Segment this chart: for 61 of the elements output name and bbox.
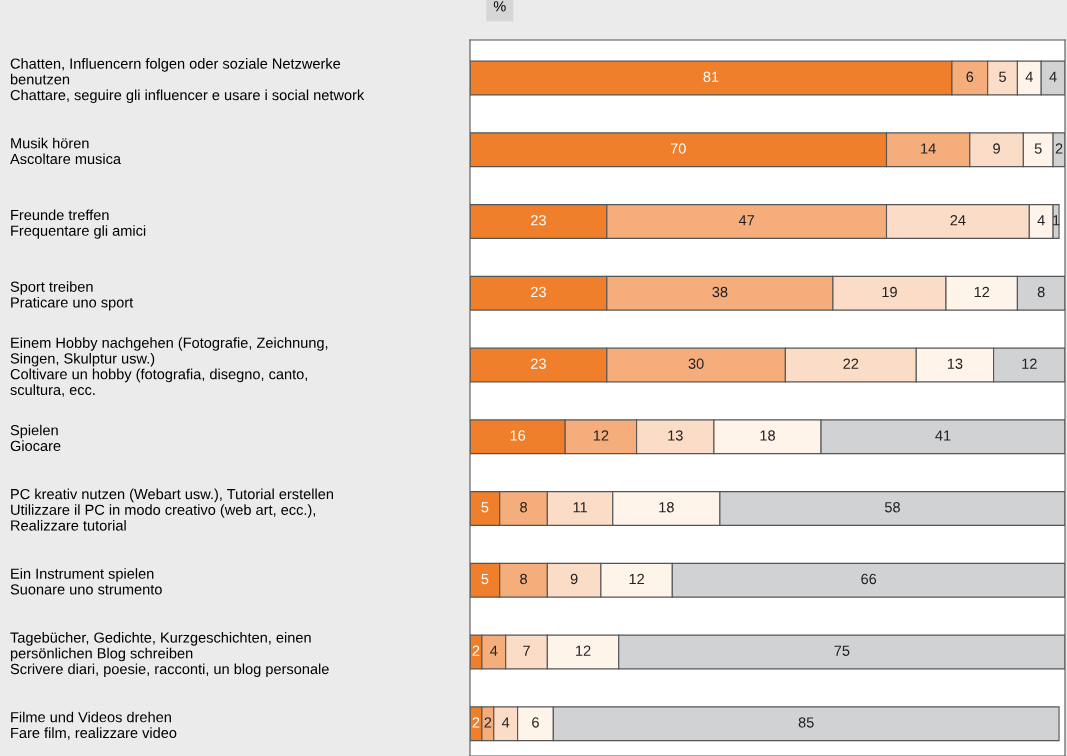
data-label: 70 [670,143,686,154]
data-label: 66 [861,573,877,585]
data-label: 14 [921,143,936,154]
data-label: 47 [738,215,755,226]
data-label: 38 [712,286,728,298]
data-label: 6 [532,717,539,728]
y-tick-label: Filme und Videos drehen Fare film, realizzare video [11,711,177,740]
data-label: 81 [703,71,719,82]
data-label: 1 [1053,215,1060,226]
data-label: 4 [1025,71,1033,82]
data-label: 4 [490,645,498,656]
data-label: 23 [531,286,546,298]
data-label: 18 [659,502,674,513]
data-label: 7 [523,645,530,656]
data-label: 13 [947,358,963,369]
data-label: 13 [668,430,683,441]
y-tick-label: Tagebücher, Gedichte, Kurzgeschichten, einen persönlichen Blog schreiben Scrivere diari, poesie, racconti, un blog personale [10,632,329,678]
y-tick-label: Musik hören Ascoltare musica [10,137,122,165]
y-tick-label: Spielen Giocare [10,424,61,452]
y-tick-label: Sport treiben Praticare uno sport [10,281,134,311]
data-label: 2 [472,645,480,656]
data-label: 12 [1022,358,1037,369]
y-tick-label: PC kreativ nutzen (Webart usw.), Tutorial erstellen Utilizzare il PC in modo creativo (web art, ecc.), Realizzare tutorial [11,488,333,531]
data-label: 5 [481,573,489,585]
data-label: 2 [1055,143,1063,154]
data-label: 23 [531,358,546,369]
y-tick-label: Ein Instrument spielen Suonare uno strumento [10,568,162,595]
data-label: 75 [834,645,850,656]
data-label: 4 [501,717,510,728]
data-label: 30 [688,358,704,369]
y-tick-label: Chatten, Influencern folgen oder soziale Netzwerke benutzen Chattare, seguire gli influencer e usare i social network [10,58,365,104]
data-label: 12 [576,645,591,656]
data-label: 22 [843,358,859,369]
data-label: 6 [966,71,974,82]
data-label: 12 [974,286,990,298]
x-axis-title: % [493,1,506,12]
data-label: 8 [1037,286,1045,298]
data-label: 41 [935,430,951,441]
data-label: 24 [950,215,966,226]
data-label: 5 [1034,143,1042,154]
data-label: 16 [510,430,526,441]
data-label: 5 [481,502,489,513]
y-tick-label: Freunde treffen Frequentare gli amici [11,209,146,239]
data-label: 5 [999,71,1006,82]
data-label: 12 [629,573,644,584]
y-tick-label: Einem Hobby nachgehen (Fotografie, Zeichnung, Singen, Skulptur usw.) Coltivare un hobby (fotografia, disegno, canto, scultura, ecc. [10,337,328,397]
data-label: 4 [1037,215,1045,226]
data-label: 2 [484,717,492,728]
data-label: 4 [1049,71,1057,82]
data-label: 18 [760,430,775,441]
data-label: 9 [570,573,578,585]
data-label: 12 [593,430,609,441]
data-label: 11 [573,502,587,513]
data-label: 8 [520,573,527,585]
data-label: 23 [531,215,546,226]
data-label: 9 [993,143,1000,154]
data-label: 2 [472,717,480,728]
data-label: 8 [520,502,527,513]
data-label: 19 [882,286,897,298]
data-label: 85 [798,717,814,728]
data-label: 58 [884,502,900,513]
